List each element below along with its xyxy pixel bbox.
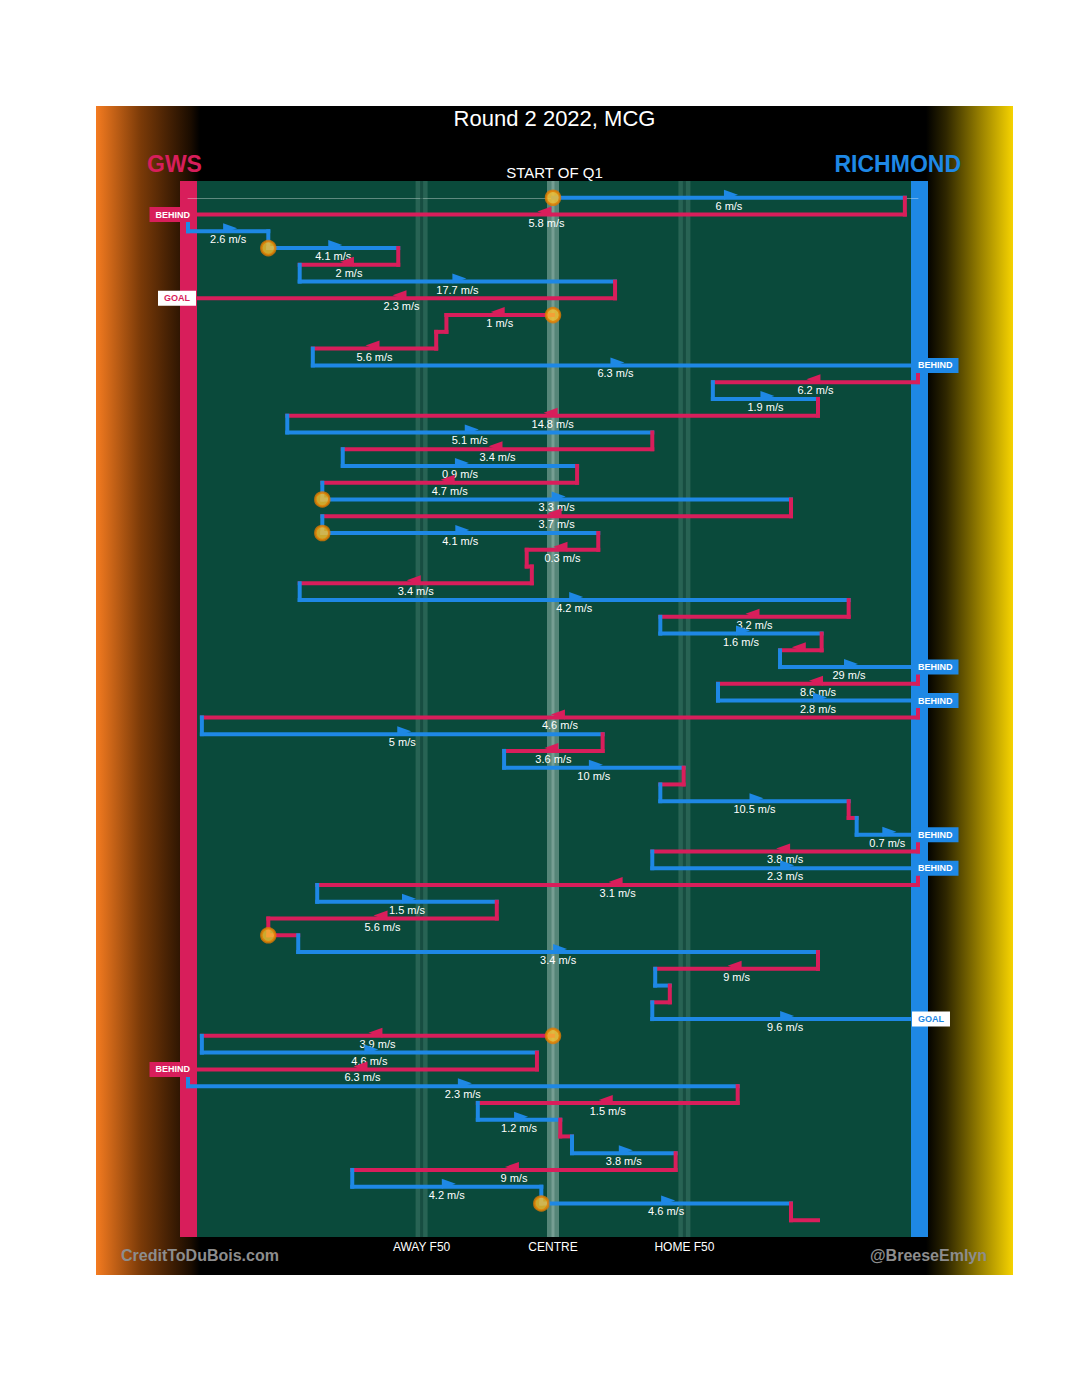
svg-text:3.7 m/s: 3.7 m/s xyxy=(539,518,576,530)
svg-text:CENTRE: CENTRE xyxy=(528,1240,577,1254)
svg-text:1.2 m/s: 1.2 m/s xyxy=(501,1122,538,1134)
svg-text:5.6 m/s: 5.6 m/s xyxy=(365,921,402,933)
svg-text:4.6 m/s: 4.6 m/s xyxy=(351,1055,388,1067)
html-text:Round 2 2022, MCG: Round 2 2022, MCG xyxy=(453,106,656,131)
svg-text:4.7 m/s: 4.7 m/s xyxy=(432,485,469,497)
html-text:RICHMOND: RICHMOND xyxy=(834,151,961,177)
svg-text:HOME F50: HOME F50 xyxy=(654,1240,714,1254)
svg-text:AWAY F50: AWAY F50 xyxy=(393,1240,451,1254)
svg-text:3.8 m/s: 3.8 m/s xyxy=(767,853,804,866)
svg-text:5 m/s: 5 m/s xyxy=(389,736,416,748)
svg-text:6.3 m/s: 6.3 m/s xyxy=(344,1071,381,1083)
svg-text:2 m/s: 2 m/s xyxy=(336,267,363,279)
svg-text:BEHIND: BEHIND xyxy=(155,210,190,220)
svg-text:1.5 m/s: 1.5 m/s xyxy=(590,1105,627,1117)
html-text:CreditToDuBois.com: CreditToDuBois.com xyxy=(121,1247,279,1264)
svg-text:3.3 m/s: 3.3 m/s xyxy=(538,501,575,514)
svg-text:1 m/s: 1 m/s xyxy=(486,317,513,329)
svg-text:2.3 m/s: 2.3 m/s xyxy=(383,300,420,312)
svg-text:GOAL: GOAL xyxy=(918,1014,945,1024)
svg-text:3.1 m/s: 3.1 m/s xyxy=(600,887,637,899)
svg-text:5.8 m/s: 5.8 m/s xyxy=(528,217,565,229)
svg-text:3.4 m/s: 3.4 m/s xyxy=(540,954,577,966)
svg-text:14.8 m/s: 14.8 m/s xyxy=(532,418,575,430)
svg-text:6.3 m/s: 6.3 m/s xyxy=(597,367,634,379)
svg-text:BEHIND: BEHIND xyxy=(918,830,953,840)
svg-text:4.6 m/s: 4.6 m/s xyxy=(542,719,579,731)
svg-text:29 m/s: 29 m/s xyxy=(833,669,867,681)
html-text:GWS: GWS xyxy=(147,151,202,177)
svg-text:3.9 m/s: 3.9 m/s xyxy=(359,1037,396,1050)
svg-text:2.8 m/s: 2.8 m/s xyxy=(800,703,837,715)
svg-text:BEHIND: BEHIND xyxy=(918,696,953,706)
svg-text:9 m/s: 9 m/s xyxy=(500,1172,527,1184)
svg-text:0.3 m/s: 0.3 m/s xyxy=(544,552,581,564)
svg-text:BEHIND: BEHIND xyxy=(155,1064,190,1074)
svg-text:4.2 m/s: 4.2 m/s xyxy=(429,1189,466,1201)
svg-text:GOAL: GOAL xyxy=(164,293,191,303)
svg-text:8.6 m/s: 8.6 m/s xyxy=(800,685,836,698)
svg-text:3.4 m/s: 3.4 m/s xyxy=(479,451,516,463)
svg-text:1.9 m/s: 1.9 m/s xyxy=(747,401,784,413)
svg-text:4.6 m/s: 4.6 m/s xyxy=(648,1205,685,1217)
svg-text:2.3 m/s: 2.3 m/s xyxy=(767,870,804,882)
svg-text:4.1 m/s: 4.1 m/s xyxy=(442,535,479,547)
svg-text:1.5 m/s: 1.5 m/s xyxy=(389,904,426,916)
svg-text:17.7 m/s: 17.7 m/s xyxy=(436,284,479,296)
svg-text:BEHIND: BEHIND xyxy=(918,863,953,873)
svg-text:4.2 m/s: 4.2 m/s xyxy=(556,602,593,614)
svg-text:BEHIND: BEHIND xyxy=(918,360,953,370)
svg-text:3.6 m/s: 3.6 m/s xyxy=(535,753,572,765)
svg-text:2.3 m/s: 2.3 m/s xyxy=(445,1088,482,1100)
svg-text:5.6 m/s: 5.6 m/s xyxy=(356,351,393,363)
svg-text:3.2 m/s: 3.2 m/s xyxy=(736,618,773,631)
svg-text:4.1 m/s: 4.1 m/s xyxy=(315,250,352,262)
svg-text:5.1 m/s: 5.1 m/s xyxy=(452,434,489,446)
svg-text:6 m/s: 6 m/s xyxy=(715,200,742,212)
svg-text:0.9 m/s: 0.9 m/s xyxy=(441,468,478,480)
svg-text:9 m/s: 9 m/s xyxy=(723,971,750,983)
svg-text:2.6 m/s: 2.6 m/s xyxy=(210,233,247,245)
svg-text:10.5 m/s: 10.5 m/s xyxy=(733,803,776,815)
html-text:START OF Q1: START OF Q1 xyxy=(506,164,603,181)
svg-text:3.4 m/s: 3.4 m/s xyxy=(398,585,435,597)
svg-text:6.2 m/s: 6.2 m/s xyxy=(797,384,834,396)
svg-text:3.8 m/s: 3.8 m/s xyxy=(606,1155,643,1167)
svg-text:1.6 m/s: 1.6 m/s xyxy=(723,636,760,648)
svg-text:0.7 m/s: 0.7 m/s xyxy=(869,837,906,849)
svg-text:BEHIND: BEHIND xyxy=(918,662,953,672)
svg-text:9.6 m/s: 9.6 m/s xyxy=(767,1021,804,1033)
html-text:@BreeseEmlyn: @BreeseEmlyn xyxy=(870,1247,987,1264)
svg-text:10 m/s: 10 m/s xyxy=(577,770,611,782)
